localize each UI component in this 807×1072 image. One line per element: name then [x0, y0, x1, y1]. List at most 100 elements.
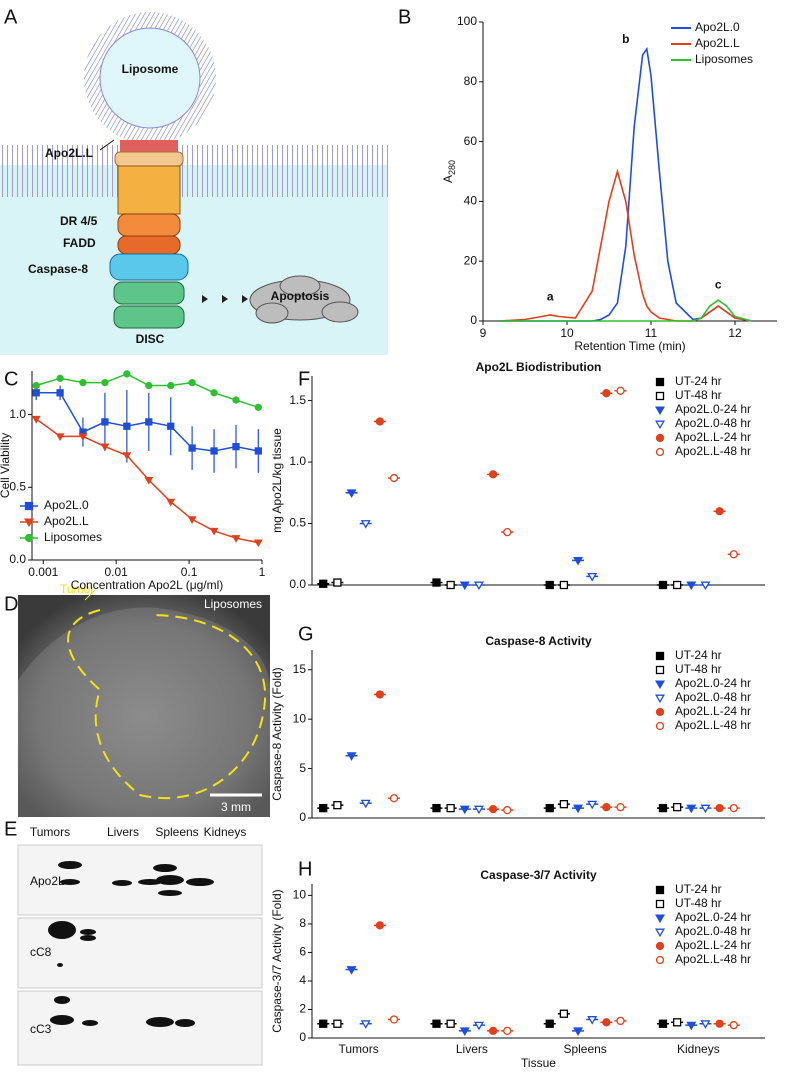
label: Caspase-8: [28, 262, 88, 276]
label: Tumor: [60, 582, 94, 596]
data-point: [55, 433, 65, 442]
data-point: [488, 804, 498, 814]
data-point: [79, 378, 87, 387]
legend-marker: [655, 447, 665, 457]
data-point: [672, 580, 682, 590]
y-tick-label: 1.5: [289, 393, 306, 407]
data-point: [559, 580, 569, 590]
legend-marker: [655, 377, 665, 387]
y-tick-label: 0.5: [9, 479, 26, 493]
data-point: [101, 418, 109, 426]
data-point: [31, 415, 41, 424]
y-tick-label: 40: [464, 194, 478, 208]
liposome-core: [99, 27, 201, 129]
x-tick-label: 9: [480, 326, 487, 340]
data-point: [232, 396, 240, 404]
lane-label: Spleens: [155, 825, 198, 839]
chart-title: Apo2L Biodistribution: [476, 360, 602, 374]
data-point: [700, 1020, 711, 1029]
data-point: [446, 803, 455, 813]
data-point: [122, 452, 132, 460]
leader: [84, 589, 96, 601]
data-point: [545, 803, 554, 813]
data-point: [432, 1019, 441, 1028]
legend-marker: [655, 955, 665, 965]
label-subscript: 280: [447, 160, 457, 175]
data-point: [672, 802, 682, 812]
data-point: [188, 444, 196, 452]
arrows: [192, 295, 248, 303]
chart-title: Caspase-8 Activity: [485, 634, 592, 648]
y-tick-label: 100: [457, 14, 477, 28]
data-point: [658, 1019, 668, 1028]
panel-label: A: [4, 6, 18, 28]
chart-title: Caspase-3/7 Activity: [480, 868, 597, 882]
x-tick-label: Kidneys: [677, 1042, 720, 1056]
data-point: [573, 1027, 584, 1037]
data-point: [360, 1020, 371, 1029]
x-axis-label: Concentration Apo2L (μg/ml): [71, 578, 224, 592]
data-point: [32, 381, 40, 390]
data-point: [587, 1016, 598, 1025]
data-point: [389, 1015, 399, 1024]
x-tick-label: Spleens: [563, 1042, 606, 1056]
legend-label: Apo2L.0-48 hr: [675, 690, 751, 704]
legend-marker: [655, 721, 665, 731]
data-point: [729, 550, 738, 559]
data-point: [459, 1027, 470, 1037]
lane-label: Livers: [107, 825, 139, 839]
y-axis-label: Caspase-3/7 Activity (Fold): [270, 889, 284, 1032]
label: FADD: [63, 236, 96, 250]
data-point: [333, 1019, 342, 1028]
data-point: [375, 417, 385, 426]
legend-label: Liposomes: [695, 52, 753, 66]
legend-label: Apo2L.L: [44, 514, 89, 528]
legend-marker: [655, 941, 665, 951]
data-point: [56, 374, 64, 382]
legend-marker: [24, 533, 34, 543]
data-point: [232, 442, 240, 451]
label: Apoptosis: [271, 289, 330, 303]
legend-label: UT-24 hr: [675, 882, 722, 896]
y-tick-label: 0.5: [289, 516, 306, 530]
label: Apo2L.L: [45, 146, 93, 160]
data-point: [144, 476, 154, 485]
data-point: [672, 1018, 682, 1027]
data-point: [254, 447, 262, 455]
data-point: [602, 389, 611, 398]
x-tick-label: 11: [645, 326, 658, 340]
data-point: [686, 1021, 697, 1031]
legend-label: Apo2L.0-24 hr: [675, 402, 751, 416]
legend-label: Apo2L.L-24 hr: [675, 704, 751, 718]
data-point: [432, 803, 441, 813]
data-point: [389, 473, 399, 483]
x-axis-label: Retention Time (min): [574, 339, 685, 353]
y-tick-label: 0.0: [289, 577, 306, 591]
x-tick-label: 0.001: [28, 565, 58, 579]
legend-marker: [655, 885, 665, 895]
y-tick-label: 1.0: [289, 454, 306, 468]
legend-label: Apo2L.0: [695, 20, 740, 34]
data-point: [473, 581, 484, 591]
label: DR 4/5: [60, 214, 98, 228]
annotation: a: [547, 289, 554, 303]
y-axis-label: Caspase-8 Activity (Fold): [270, 667, 284, 800]
data-point: [473, 1021, 484, 1031]
label: DISC: [136, 332, 165, 346]
legend-label: Apo2L.0-24 hr: [675, 676, 751, 690]
panel-label: H: [298, 858, 312, 880]
data-point: [101, 378, 109, 387]
data-point: [210, 389, 218, 397]
legend-label: Apo2L.L-48 hr: [675, 952, 751, 966]
x-tick-label: 1: [259, 565, 266, 579]
data-point: [253, 539, 263, 548]
legend-label: Apo2L.0: [44, 498, 89, 512]
lane-label: Tumors: [30, 825, 70, 839]
image-panel: Tumor Liposomes 3 mm: [18, 582, 270, 817]
y-tick-label: 10: [293, 711, 307, 725]
data-point: [602, 1018, 611, 1027]
legend-marker: [24, 501, 34, 511]
membrane: [0, 145, 388, 197]
data-point: [188, 378, 196, 387]
